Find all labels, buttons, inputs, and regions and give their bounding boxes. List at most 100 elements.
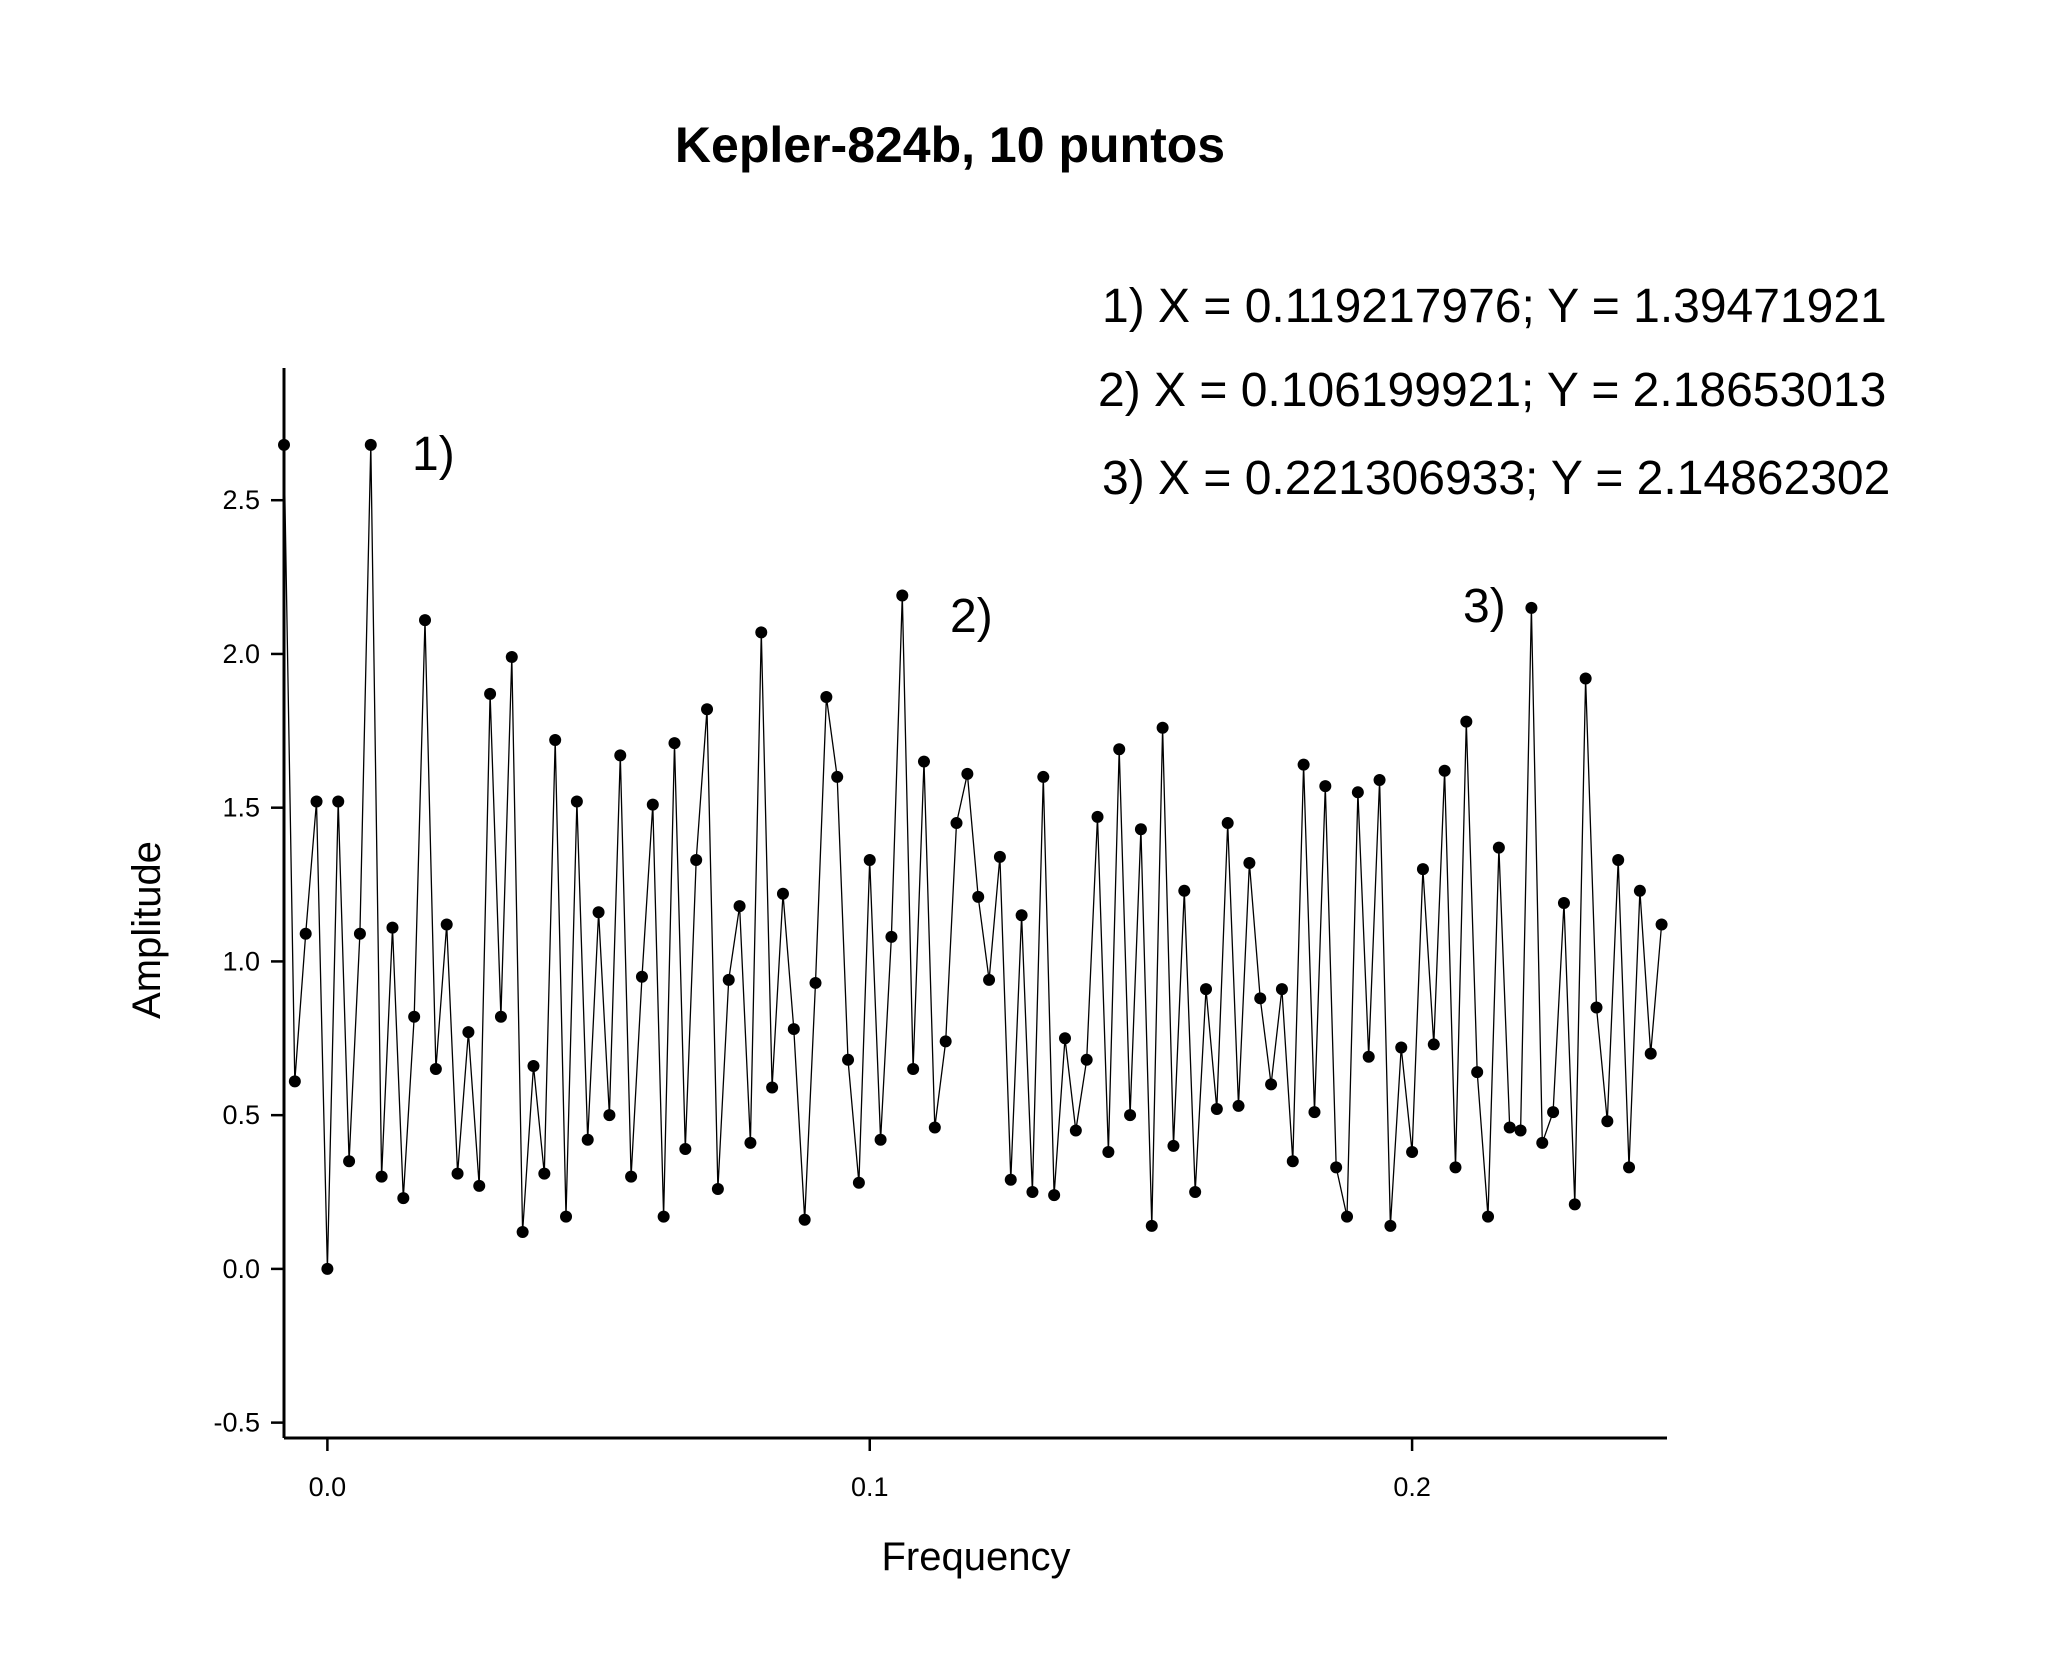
data-point	[1644, 1047, 1657, 1060]
data-point	[451, 1167, 464, 1180]
data-point	[592, 906, 605, 919]
data-point	[798, 1213, 811, 1226]
data-point	[1557, 897, 1570, 909]
data-point	[1427, 1038, 1440, 1051]
data-point	[570, 795, 583, 808]
data-point	[907, 1063, 920, 1076]
data-point	[1351, 786, 1364, 799]
data-point	[1265, 1078, 1278, 1091]
annotation: 1) X = 0.119217976; Y = 1.39471921	[1102, 280, 1887, 333]
data-point	[1069, 1124, 1082, 1137]
data-point	[983, 973, 996, 986]
data-point	[1503, 1121, 1516, 1134]
data-point	[419, 614, 432, 627]
data-point	[950, 817, 963, 830]
x-tick-label: 0.1	[851, 1472, 889, 1502]
data-point	[863, 853, 876, 866]
data-point	[1416, 863, 1429, 876]
data-point	[809, 976, 822, 989]
data-point	[842, 1053, 855, 1066]
y-tick-label: 0.0	[222, 1254, 260, 1284]
data-point	[549, 734, 562, 747]
data-point	[538, 1167, 551, 1180]
data-point	[1286, 1155, 1299, 1168]
data-point	[1633, 884, 1646, 897]
chart-title: Kepler-824b, 10 puntos	[675, 117, 1225, 173]
data-point	[679, 1142, 692, 1155]
data-point	[635, 970, 648, 983]
data-point	[1297, 758, 1310, 771]
data-point	[657, 1210, 670, 1223]
data-point	[1547, 1106, 1560, 1119]
data-point	[408, 1010, 421, 1023]
data-point	[1080, 1053, 1093, 1066]
annotation: 1)	[412, 428, 455, 481]
data-point	[1568, 1198, 1581, 1211]
data-point	[1373, 774, 1386, 787]
data-point	[1601, 1115, 1614, 1128]
data-point	[711, 1182, 724, 1195]
data-point	[874, 1133, 887, 1146]
data-point	[353, 927, 366, 940]
data-point	[1655, 918, 1668, 931]
data-point	[1156, 721, 1169, 734]
data-point	[1395, 1041, 1408, 1054]
data-point	[1113, 743, 1126, 756]
data-point	[484, 687, 497, 700]
data-point	[1471, 1066, 1484, 1079]
data-point	[343, 1155, 356, 1168]
data-point	[494, 1010, 507, 1023]
data-point	[755, 626, 768, 639]
data-point	[1449, 1161, 1462, 1174]
data-point	[1460, 715, 1473, 728]
data-point	[1330, 1161, 1343, 1174]
data-point	[299, 927, 312, 940]
y-tick-label: 2.5	[222, 485, 260, 515]
annotation: 3) X = 0.221306933; Y = 2.14862302	[1102, 452, 1890, 505]
data-point	[1482, 1210, 1495, 1223]
x-axis-label: Frequency	[882, 1535, 1071, 1579]
data-point	[722, 973, 735, 986]
x-tick-label: 0.0	[309, 1472, 347, 1502]
y-tick-label: 1.0	[222, 946, 260, 976]
data-point	[321, 1262, 334, 1275]
y-axis-label: Amplitude	[125, 841, 169, 1019]
data-point	[1243, 857, 1256, 870]
data-point	[1210, 1103, 1223, 1116]
data-point	[1623, 1161, 1636, 1174]
data-point	[1178, 884, 1191, 897]
data-point	[1134, 823, 1147, 836]
data-point	[440, 918, 453, 931]
data-point	[516, 1225, 529, 1238]
data-point	[668, 737, 681, 750]
data-point	[787, 1023, 800, 1036]
y-tick-label: -0.5	[213, 1408, 260, 1438]
data-point	[1275, 983, 1288, 996]
data-point	[1406, 1146, 1419, 1159]
data-point	[1145, 1219, 1158, 1232]
data-point	[527, 1059, 540, 1072]
data-point	[1232, 1099, 1245, 1112]
data-point	[928, 1121, 941, 1134]
y-tick-label: 2.0	[222, 639, 260, 669]
data-point	[1308, 1106, 1321, 1119]
data-point	[1048, 1189, 1061, 1202]
data-point	[429, 1063, 442, 1076]
data-point	[776, 887, 789, 900]
data-point	[852, 1176, 865, 1189]
data-point	[1590, 1001, 1603, 1014]
data-point	[1384, 1219, 1397, 1232]
annotation: 2)	[950, 590, 993, 643]
data-point	[1319, 780, 1332, 793]
data-point	[386, 921, 399, 934]
data-point	[1167, 1139, 1180, 1152]
data-point	[603, 1109, 616, 1122]
data-point	[1026, 1186, 1039, 1199]
y-tick-label: 1.5	[222, 793, 260, 823]
data-point	[1102, 1146, 1115, 1159]
data-point	[1492, 841, 1505, 854]
data-point	[831, 770, 844, 783]
data-point	[278, 438, 290, 451]
data-point	[1221, 817, 1234, 830]
